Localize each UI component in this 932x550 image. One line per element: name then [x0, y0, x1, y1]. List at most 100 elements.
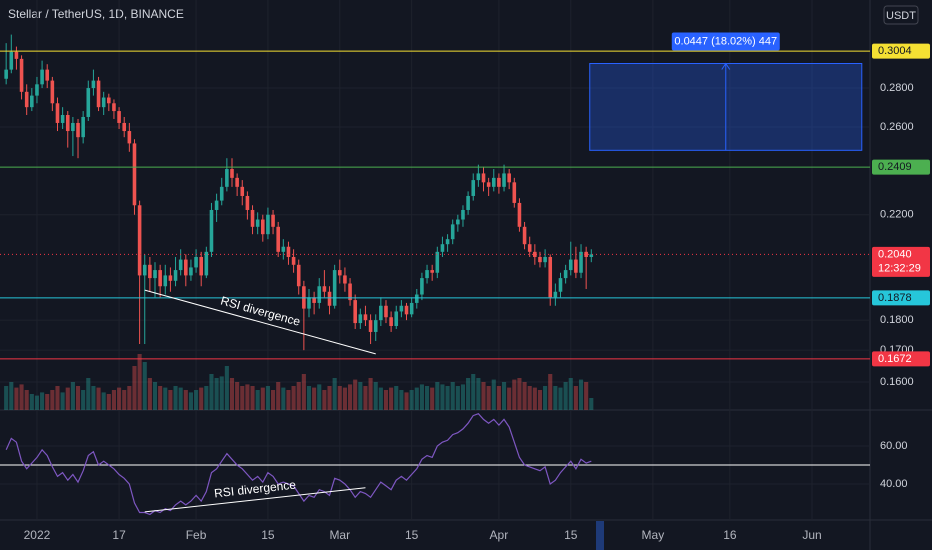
volume-bar — [471, 374, 476, 410]
candle-body — [137, 205, 142, 276]
candle-body — [435, 251, 440, 273]
candle-body — [24, 91, 29, 108]
volume-bar — [137, 354, 142, 410]
volume-bar — [173, 386, 178, 410]
volume-bar — [353, 379, 358, 410]
candle-body — [55, 103, 60, 123]
candle-body — [440, 244, 445, 252]
volume-bar — [183, 390, 188, 410]
candle-body — [409, 302, 414, 315]
volume-bar — [168, 390, 173, 410]
candle-body — [122, 122, 127, 132]
x-tick-label: Apr — [490, 528, 509, 542]
candle-body — [194, 256, 198, 268]
volume-bar — [209, 374, 214, 410]
volume-bar — [75, 386, 81, 410]
candle-body — [486, 182, 491, 187]
volume-bar — [260, 387, 265, 410]
volume-bar — [558, 387, 563, 410]
volume-bar — [481, 382, 486, 410]
y-tick-label: 40.00 — [880, 478, 908, 490]
candle-body — [158, 270, 162, 287]
candle-body — [127, 131, 132, 144]
volume-bar — [34, 395, 40, 410]
volume-bar — [219, 376, 224, 410]
volume-bar — [342, 387, 347, 410]
volume-bar — [106, 394, 111, 410]
volume-bar — [65, 387, 70, 410]
x-tick-label: May — [642, 528, 665, 542]
candle-body — [245, 195, 250, 210]
volume-bar — [322, 390, 327, 410]
volume-bar — [496, 386, 501, 410]
volume-bar — [60, 392, 65, 410]
volume-bar — [368, 378, 373, 410]
volume-bar — [178, 387, 183, 410]
volume-bar — [142, 362, 147, 410]
candle-body — [189, 267, 193, 276]
volume-bar — [286, 390, 291, 410]
volume-bar — [111, 390, 116, 410]
volume-bar — [553, 386, 558, 410]
currency-box[interactable] — [883, 5, 919, 25]
volume-bar — [317, 384, 322, 410]
volume-bar — [301, 374, 306, 410]
volume-bar — [537, 390, 543, 410]
volume-bar — [450, 382, 455, 410]
candle-body — [317, 286, 322, 303]
volume-bar — [394, 386, 399, 410]
volume-bar — [404, 392, 409, 410]
candle-body — [214, 200, 219, 210]
candle-body — [296, 264, 301, 287]
candle-body — [86, 88, 91, 117]
candle-body — [476, 173, 481, 181]
candle-body — [414, 294, 419, 303]
candle-body — [45, 69, 50, 81]
candle-body — [481, 173, 486, 183]
candle-body — [430, 270, 434, 273]
candle-body — [35, 84, 39, 96]
volume-bar — [91, 386, 96, 410]
candle-body — [261, 219, 265, 235]
candle-body — [337, 270, 342, 276]
measure-label: 0.0447 (18.02%) 447 — [674, 35, 777, 47]
candle-body — [404, 305, 409, 315]
volume-bar — [312, 387, 317, 410]
candle-body — [517, 202, 522, 227]
volume-bar — [584, 382, 589, 410]
candle-body — [266, 214, 270, 235]
candle-body — [281, 246, 286, 252]
volume-bar — [491, 379, 496, 410]
candle-body — [271, 214, 275, 227]
volume-bar — [548, 374, 553, 410]
volume-bar — [24, 390, 29, 410]
volume-bar — [4, 386, 9, 410]
candle-body — [574, 259, 578, 273]
volume-bar — [158, 386, 163, 410]
volume-bar — [507, 387, 512, 410]
volume-bar — [563, 382, 568, 410]
volume-bar — [265, 386, 270, 410]
candle-body — [558, 278, 563, 292]
volume-bar — [281, 387, 286, 410]
candle-body — [512, 182, 517, 203]
candle-body — [394, 311, 399, 327]
volume-bar — [50, 390, 55, 410]
currency[interactable]: USDT — [886, 10, 916, 22]
y-tick-label: 0.2600 — [880, 121, 914, 133]
candle-body — [76, 122, 80, 138]
volume-bar — [476, 378, 481, 410]
volume-bar — [501, 382, 507, 410]
volume-bar — [332, 378, 337, 410]
volume-bar — [86, 378, 91, 410]
volume-bar — [435, 382, 440, 410]
level-label-box — [872, 159, 930, 175]
volume-bar — [188, 392, 193, 410]
volume-bar — [440, 384, 445, 410]
candle-body — [548, 256, 553, 298]
x-tick-label: Feb — [186, 528, 207, 542]
volume-bar — [117, 387, 122, 410]
volume-bar — [122, 390, 127, 410]
candle-body — [579, 251, 583, 273]
trend-line — [144, 487, 366, 513]
